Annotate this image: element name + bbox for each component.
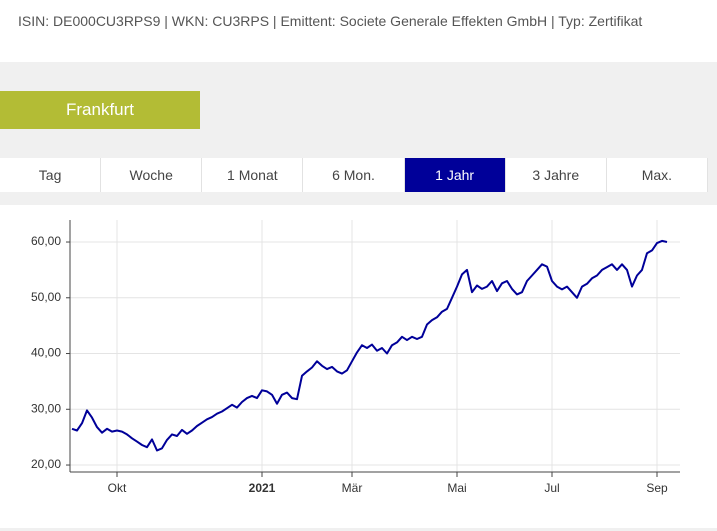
- tab[interactable]: Max.: [606, 158, 708, 192]
- tab[interactable]: 6 Mon.: [303, 158, 405, 192]
- price-line: [71, 239, 668, 452]
- tab[interactable]: 1 Monat: [202, 158, 304, 192]
- y-tick-label: 60,00: [31, 234, 61, 248]
- x-tick-label: 2021: [249, 481, 276, 495]
- y-tick-label: 20,00: [31, 457, 61, 471]
- x-tick-label: Sep: [646, 481, 668, 495]
- header-info: ISIN: DE000CU3RPS9 | WKN: CU3RPS | Emitt…: [18, 13, 643, 29]
- tabs: Tag Woche 1 Monat 6 Mon. 1 Jahr 3 Jahre Max.: [0, 158, 708, 192]
- tab[interactable]: 3 Jahre: [505, 158, 607, 192]
- y-tick-label: 30,00: [31, 401, 61, 415]
- chart-panel: [0, 205, 717, 528]
- x-tick-label: Mai: [447, 481, 466, 495]
- x-tick-label: Mär: [342, 481, 363, 495]
- y-tick-label: 50,00: [31, 290, 61, 304]
- tab[interactable]: Woche: [101, 158, 203, 192]
- x-tick-label: Jul: [544, 481, 559, 495]
- y-tick-label: 40,00: [31, 346, 61, 360]
- exchange-button[interactable]: Frankfurt: [0, 91, 200, 129]
- tab[interactable]: 1 Jahr: [404, 158, 506, 192]
- x-tick-label: Okt: [108, 481, 127, 495]
- tab[interactable]: Tag: [0, 158, 102, 192]
